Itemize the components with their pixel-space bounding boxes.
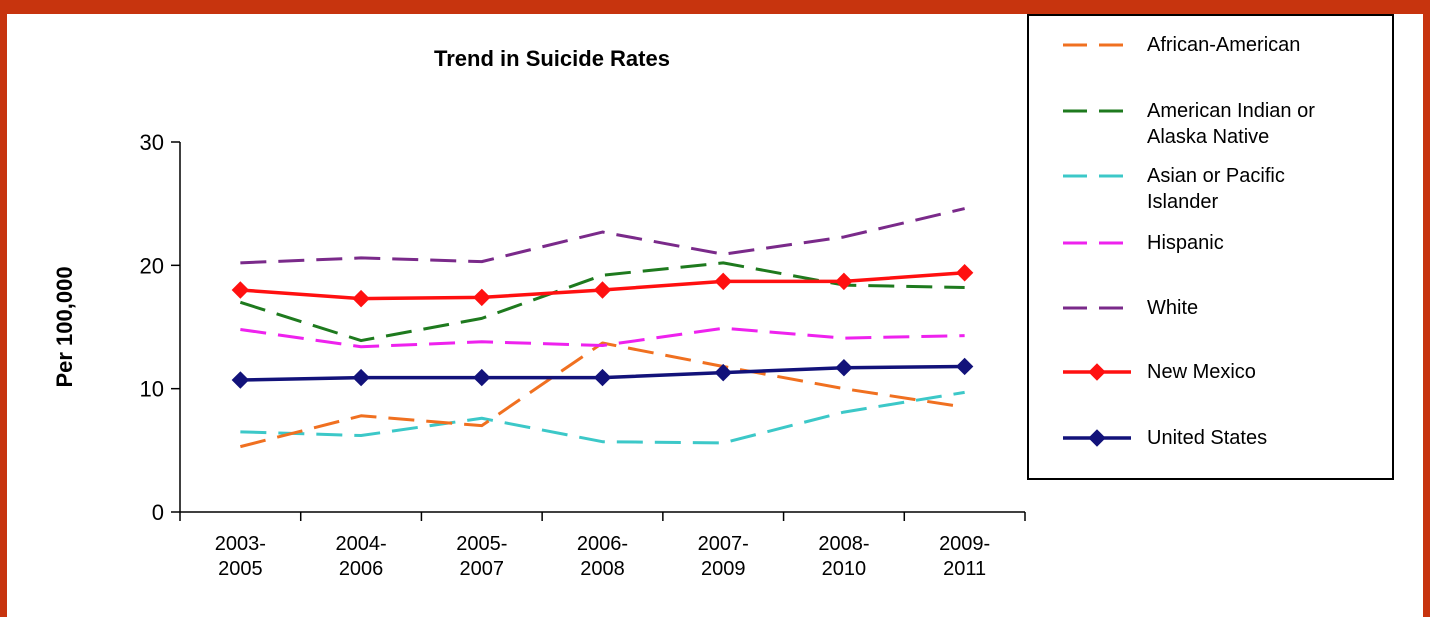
data-point-marker [714, 363, 732, 382]
legend-swatch [1063, 429, 1131, 447]
series-african-american [239, 341, 965, 449]
legend-item: Asian or Pacific Islander [1029, 163, 1394, 223]
legend-swatch [1063, 306, 1131, 310]
series-line [240, 390, 965, 445]
legend-label: Hispanic [1147, 232, 1224, 254]
legend-item: Hispanic [1029, 230, 1394, 290]
legend-label: Asian or Pacific Islander [1147, 165, 1285, 213]
legend-item: African-American [1029, 32, 1394, 92]
data-point-marker [955, 264, 974, 282]
data-point-marker [593, 368, 612, 387]
legend-swatch [1063, 174, 1131, 178]
data-point-marker [473, 288, 491, 307]
legend-swatch [1063, 109, 1131, 113]
data-point-marker [231, 371, 250, 389]
series-layer [231, 207, 974, 449]
data-point-marker [352, 368, 370, 387]
legend-swatch [1063, 241, 1131, 245]
data-point-marker [835, 272, 853, 291]
series-american-indian-or-alaska-native [239, 261, 965, 343]
x-tick-label: 2008-2010 [818, 533, 869, 580]
x-tick-label: 2007-2009 [698, 533, 749, 580]
data-point-marker [352, 289, 370, 308]
x-tick-label: 2005-2007 [456, 533, 507, 580]
series-line [239, 261, 965, 343]
x-tick-label: 2003-2005 [215, 533, 266, 580]
series-hispanic [240, 326, 965, 349]
legend-item: New Mexico [1029, 359, 1394, 419]
legend: African-American American Indian or Alaska… [1027, 14, 1394, 480]
legend-label: American Indian or Alaska Native [1147, 100, 1315, 148]
series-new-mexico [231, 264, 974, 308]
y-tick-label: 10 [140, 377, 164, 402]
data-point-marker [473, 368, 491, 387]
y-tick-label: 20 [140, 253, 164, 278]
data-point-marker [714, 272, 732, 291]
legend-item: White [1029, 295, 1394, 355]
legend-label: African-American [1147, 34, 1301, 56]
data-point-marker [593, 281, 612, 299]
x-tick-label: 2006-2008 [577, 533, 628, 580]
legend-label: United States [1147, 427, 1268, 449]
series-united-states [231, 357, 974, 389]
legend-swatch [1063, 43, 1131, 47]
y-axis-label: Per 100,000 [52, 266, 77, 387]
y-tick-label: 0 [152, 500, 164, 525]
data-point-marker [231, 281, 250, 299]
series-line [240, 326, 965, 349]
series-line [240, 207, 965, 265]
series-white [240, 207, 965, 265]
series-asian-or-pacific-islander [240, 390, 965, 445]
axes: 0 10 20 30 2003-2005 2004-2006 2005-2007 2006-2… [140, 130, 1026, 580]
chart-title: Trend in Suicide Rates [434, 46, 670, 71]
x-tick-label: 2004-2006 [335, 533, 386, 580]
legend-item: United States [1029, 425, 1394, 485]
legend-item: American Indian or Alaska Native [1029, 98, 1394, 158]
data-point-marker [835, 358, 853, 377]
data-point-marker [955, 357, 974, 376]
legend-label: White [1147, 297, 1199, 319]
legend-label: New Mexico [1147, 361, 1256, 383]
series-line [239, 341, 965, 449]
legend-swatch [1063, 363, 1131, 381]
y-tick-label: 30 [140, 130, 164, 155]
x-tick-label: 2009-2011 [939, 533, 990, 580]
